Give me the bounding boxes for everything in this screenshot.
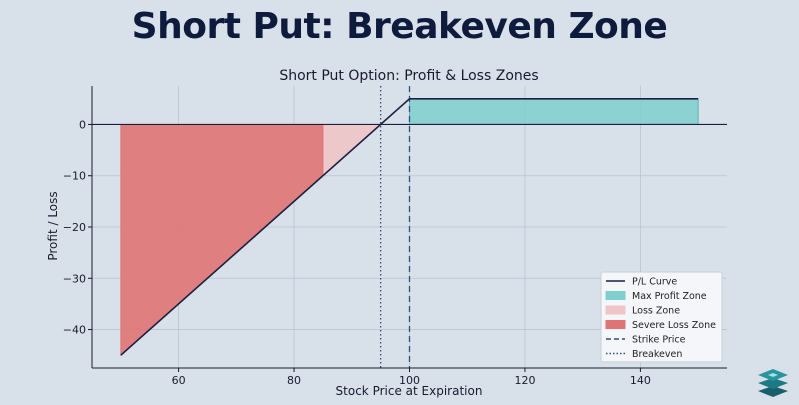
legend-label-severe-loss-zone: Severe Loss Zone: [632, 320, 716, 331]
y-tick-label: −10: [63, 170, 86, 183]
legend-label-max-profit-zone: Max Profit Zone: [632, 291, 707, 302]
axes: 60 80 100 120 140 0 −10 −20 −30 −40: [63, 86, 727, 387]
logo-icon: [758, 369, 788, 397]
x-axis-label: Stock Price at Expiration: [336, 384, 483, 398]
legend-label-loss-zone: Loss Zone: [632, 306, 680, 317]
x-tick-label: 100: [399, 374, 420, 387]
legend-swatch-loss-zone: [605, 305, 626, 315]
severe-loss-zone: [120, 123, 324, 357]
lines: [92, 86, 727, 368]
y-tick-label: −30: [63, 272, 86, 285]
x-tick-label: 120: [514, 374, 535, 387]
legend-swatch-severe-loss-zone: [605, 320, 626, 329]
y-tick-label: −20: [63, 221, 86, 234]
legend-label-breakeven: Breakeven: [632, 349, 682, 360]
y-tick-label: 0: [79, 118, 86, 131]
y-tick-label: −40: [63, 324, 86, 337]
x-tick-label: 60: [172, 374, 186, 387]
pl-curve-line: [120, 98, 699, 356]
legend: P/L Curve Max Profit Zone Loss Zone Severe …: [600, 271, 723, 363]
legend-label-p-l-curve: P/L Curve: [632, 277, 677, 288]
legend-label-strike-price: Strike Price: [632, 335, 686, 346]
chart-title: Short Put Option: Profit & Loss Zones: [279, 68, 538, 84]
x-tick-label: 80: [287, 374, 301, 387]
legend-swatch-max-profit-zone: [605, 291, 626, 300]
max-profit-zone: [409, 98, 699, 125]
legend-box: [600, 271, 723, 363]
x-tick-label: 140: [630, 374, 651, 387]
y-axis-label: Profit / Loss: [46, 191, 60, 260]
page-title: Short Put: Breakeven Zone: [131, 6, 668, 47]
